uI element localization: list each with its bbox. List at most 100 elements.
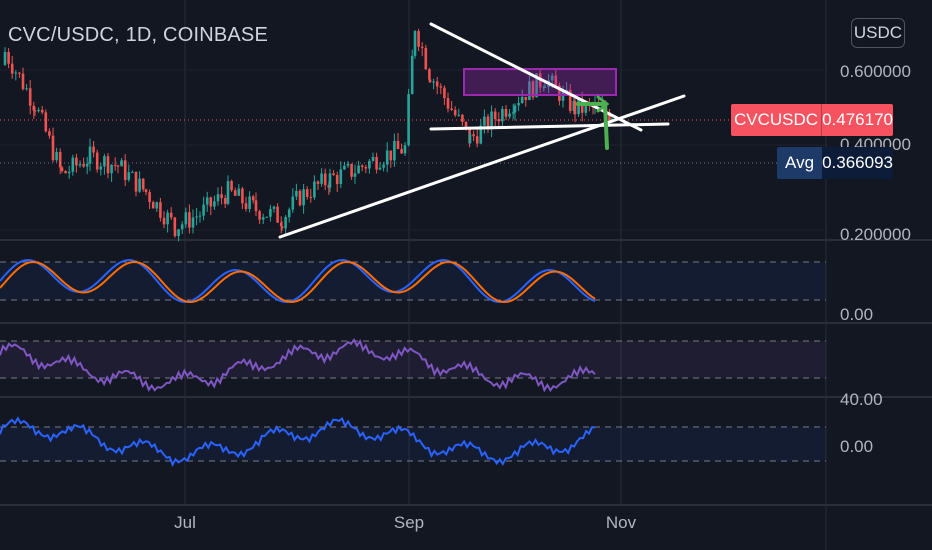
candle-body bbox=[95, 152, 99, 170]
candle-body bbox=[432, 81, 435, 83]
candle-body bbox=[103, 156, 106, 167]
candle-body bbox=[573, 100, 577, 115]
candle-body bbox=[410, 55, 414, 95]
candle-body bbox=[291, 196, 295, 210]
candle-body bbox=[127, 172, 131, 180]
osc-band bbox=[0, 427, 826, 461]
last-price-value: 0.476170 bbox=[821, 104, 893, 136]
candle-body bbox=[141, 178, 145, 190]
candle-body bbox=[28, 88, 32, 106]
arrow-head-icon bbox=[596, 95, 610, 113]
candle-body bbox=[353, 173, 357, 177]
candle-body bbox=[51, 135, 55, 161]
candle-body bbox=[18, 72, 21, 74]
candle-body bbox=[439, 86, 443, 88]
last-price-badge: CVCUSDC 0.476170 bbox=[731, 104, 893, 136]
candle-body bbox=[202, 204, 205, 216]
candle-body bbox=[446, 98, 450, 109]
candle-body bbox=[99, 166, 103, 170]
candle-body bbox=[205, 197, 209, 205]
candle-body bbox=[261, 217, 265, 220]
time-axis-label: Sep bbox=[394, 513, 424, 532]
candle-body bbox=[493, 111, 497, 120]
candle-body bbox=[159, 202, 162, 218]
candle-body bbox=[120, 160, 123, 167]
candle-body bbox=[75, 157, 78, 166]
candle-body bbox=[138, 178, 141, 192]
candle-body bbox=[144, 189, 148, 193]
candle-body bbox=[389, 150, 393, 161]
candle-body bbox=[213, 201, 216, 207]
candle-body bbox=[258, 211, 261, 220]
candle-body bbox=[508, 113, 511, 117]
candle-body bbox=[535, 73, 538, 98]
candle-body bbox=[33, 110, 37, 112]
candle-body bbox=[461, 114, 464, 122]
resistance-zone bbox=[463, 68, 617, 96]
candle-body bbox=[82, 164, 85, 167]
candle-body bbox=[450, 108, 453, 110]
candle-body bbox=[543, 86, 547, 88]
candle-body bbox=[25, 88, 28, 90]
candle-body bbox=[177, 229, 180, 236]
candle-body bbox=[393, 140, 396, 161]
candle-body bbox=[610, 118, 614, 121]
currency-badge[interactable]: USDC bbox=[851, 18, 905, 48]
candle-body bbox=[490, 111, 493, 130]
candle-body bbox=[55, 151, 58, 161]
candle-body bbox=[162, 217, 166, 225]
support-trendline bbox=[278, 94, 686, 239]
candle-body bbox=[191, 217, 195, 228]
candle-body bbox=[497, 119, 501, 122]
candle-body bbox=[417, 31, 420, 47]
candle-body bbox=[513, 105, 517, 113]
candle-body bbox=[113, 164, 117, 166]
avg-price-badge: Avg 0.366093 bbox=[777, 147, 893, 179]
candle-body bbox=[531, 81, 535, 98]
candle-body bbox=[568, 89, 572, 111]
candle-body bbox=[302, 189, 305, 206]
candle-body bbox=[479, 125, 483, 144]
candle-body bbox=[309, 196, 313, 198]
candle-body bbox=[385, 150, 389, 165]
candle-body bbox=[85, 163, 89, 167]
candle-body bbox=[88, 146, 92, 164]
candle-body bbox=[360, 165, 364, 167]
candle-body bbox=[279, 222, 283, 227]
candle-body bbox=[131, 171, 134, 173]
candle-body bbox=[368, 160, 371, 169]
candle-body bbox=[37, 109, 40, 112]
candle-body bbox=[472, 134, 475, 137]
osc-axis-label: 0.00 bbox=[840, 437, 873, 456]
candle-body bbox=[343, 165, 346, 170]
candle-body bbox=[10, 63, 14, 74]
symbol-title[interactable]: CVC/USDC, 1D, COINBASE bbox=[8, 24, 269, 46]
candle-body bbox=[216, 194, 220, 202]
candle-body bbox=[323, 173, 327, 186]
candle-body bbox=[382, 164, 385, 168]
candle-body bbox=[483, 116, 486, 126]
candle-body bbox=[475, 136, 479, 144]
candle-body bbox=[198, 215, 202, 217]
candle-body bbox=[565, 89, 568, 91]
candle-body bbox=[287, 209, 291, 218]
candle-body bbox=[40, 109, 44, 113]
stoch-k-line bbox=[0, 258, 596, 304]
candle-body bbox=[400, 148, 403, 154]
drawings bbox=[278, 22, 686, 239]
candle-body bbox=[265, 216, 269, 218]
candle-body bbox=[608, 112, 611, 121]
candle-body bbox=[48, 131, 51, 136]
rsi-line bbox=[0, 338, 596, 393]
rsi-band bbox=[0, 341, 826, 378]
stoch-d-line bbox=[0, 260, 596, 304]
candle-body bbox=[295, 190, 298, 197]
candle-body bbox=[443, 87, 446, 99]
candle-body bbox=[350, 163, 353, 177]
candle-body bbox=[378, 167, 382, 170]
candle-body bbox=[504, 108, 508, 117]
candle-body bbox=[269, 208, 272, 217]
last-price-symbol: CVCUSDC bbox=[734, 110, 819, 129]
candle-body bbox=[116, 165, 120, 167]
